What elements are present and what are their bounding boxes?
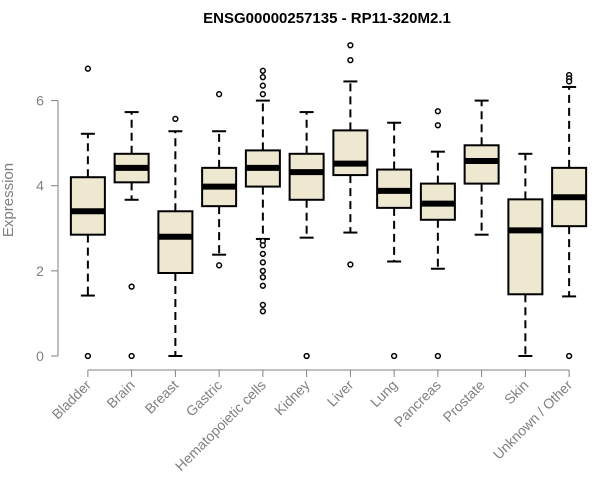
- outlier-point: [259, 82, 267, 89]
- y-tick-label: 4: [36, 178, 44, 194]
- x-tick-label: Brain: [103, 377, 137, 411]
- outlier-point: [347, 261, 354, 268]
- outlier-point: [259, 308, 267, 315]
- outlier-point: [259, 274, 267, 281]
- box-series: [69, 42, 588, 360]
- chart-title: ENSG00000257135 - RP11-320M2.1: [203, 10, 451, 27]
- outlier-point: [215, 91, 223, 98]
- y-axis-label: Expression: [0, 163, 17, 237]
- outlier-point: [84, 65, 92, 72]
- y-tick-label: 6: [36, 93, 44, 109]
- x-tick-label: Liver: [324, 377, 357, 410]
- iqr-box: [288, 152, 325, 201]
- outlier-point: [259, 301, 267, 309]
- box-gastric: [201, 91, 238, 269]
- outlier-point: [565, 352, 573, 360]
- box-bladder: [69, 65, 106, 360]
- box-pancreas: [419, 108, 456, 360]
- outlier-point: [128, 283, 135, 290]
- box-liver: [332, 42, 369, 268]
- x-tick-label: Bladder: [49, 377, 95, 423]
- outlier-point: [259, 91, 267, 98]
- x-tick-label: Gastric: [183, 377, 226, 420]
- x-tick-label: Kidney: [271, 377, 313, 419]
- outlier-point: [128, 352, 135, 360]
- x-tick-label: Prostate: [440, 377, 488, 425]
- box-brain: [113, 111, 150, 360]
- iqr-box: [69, 176, 106, 236]
- outlier-point: [259, 282, 267, 289]
- x-tick-label: Breast: [142, 377, 182, 417]
- box-lung: [376, 121, 413, 360]
- outlier-point: [259, 74, 267, 81]
- outlier-point: [259, 267, 267, 275]
- outlier-point: [259, 67, 267, 74]
- y-tick-label: 0: [36, 348, 44, 364]
- iqr-box: [157, 210, 194, 274]
- outlier-point: [434, 122, 442, 129]
- box-unknown-other: [551, 71, 588, 360]
- box-prostate: [463, 99, 500, 236]
- x-tick-label: Unknown / Other: [490, 377, 576, 463]
- iqr-box: [332, 129, 369, 177]
- outlier-point: [215, 262, 223, 269]
- x-tick-label: Pancreas: [391, 377, 444, 430]
- outlier-point: [347, 42, 354, 49]
- outlier-point: [259, 259, 267, 266]
- iqr-box: [463, 144, 500, 185]
- box-hematopoietic-cells: [244, 67, 281, 315]
- iqr-box: [507, 198, 544, 296]
- outlier-point: [259, 250, 267, 257]
- outlier-point: [434, 352, 442, 360]
- outlier-point: [434, 108, 442, 115]
- outlier-point: [565, 78, 573, 85]
- outlier-point: [172, 115, 179, 123]
- outlier-point: [303, 352, 310, 360]
- y-axis: 0 2 4 6: [36, 93, 59, 364]
- x-tick-label: Skin: [501, 377, 532, 408]
- box-breast: [157, 115, 194, 357]
- outlier-point: [259, 242, 267, 249]
- outlier-point: [347, 57, 354, 64]
- box-skin: [507, 152, 544, 357]
- y-tick-label: 2: [36, 263, 44, 279]
- outlier-point: [390, 352, 398, 360]
- outlier-point: [84, 352, 92, 360]
- box-kidney: [288, 111, 325, 360]
- x-tick-label: Lung: [367, 377, 400, 410]
